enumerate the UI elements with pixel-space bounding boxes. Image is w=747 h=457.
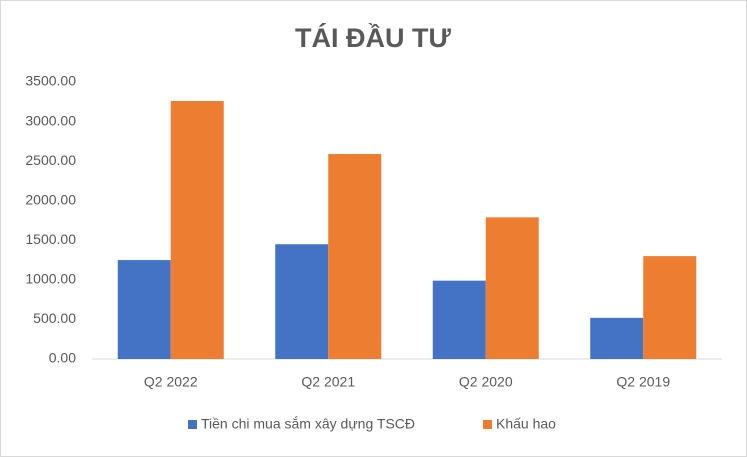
x-tick-label: Q2 2020 [459, 374, 513, 390]
bar [275, 244, 329, 359]
legend-label: Khấu hao [496, 416, 556, 432]
legend-label: Tiền chi mua sắm xây dựng TSCĐ [201, 416, 415, 432]
x-tick-label: Q2 2021 [301, 374, 355, 390]
legend-swatch [483, 420, 492, 429]
y-tick-label: 3500.00 [25, 73, 76, 89]
y-tick-label: 500.00 [33, 310, 76, 326]
y-tick-label: 2500.00 [25, 152, 76, 168]
x-tick-label: Q2 2019 [616, 374, 670, 390]
y-tick-label: 3000.00 [25, 112, 76, 128]
bar [117, 260, 171, 359]
bar [485, 217, 539, 359]
y-tick-label: 1000.00 [25, 271, 76, 287]
bar [432, 280, 486, 359]
y-tick-label: 0.00 [49, 350, 76, 366]
bar [170, 100, 224, 359]
bar [590, 317, 644, 359]
y-tick-label: 1500.00 [25, 231, 76, 247]
chart-title: TÁI ĐẦU TƯ [295, 22, 451, 53]
x-tick-label: Q2 2022 [144, 374, 198, 390]
legend-swatch [188, 420, 197, 429]
bar [643, 256, 697, 359]
bar [328, 154, 382, 359]
y-tick-label: 2000.00 [25, 191, 76, 207]
